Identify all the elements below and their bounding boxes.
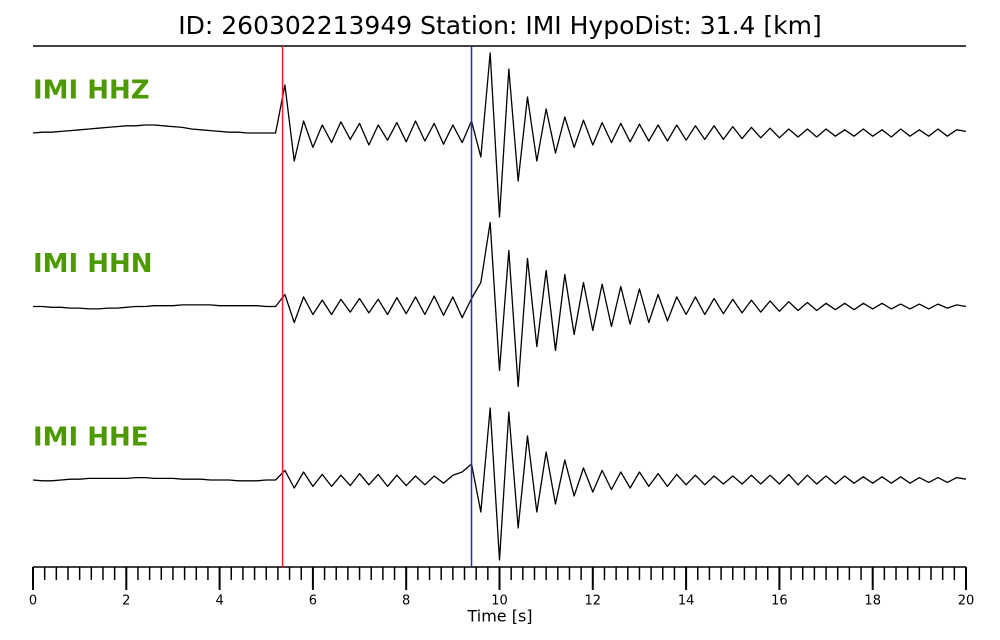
waveform	[32, 407, 967, 561]
x-tick-label: 12	[585, 594, 602, 609]
x-tick-label: 6	[309, 594, 317, 609]
x-tick-label: 10	[491, 594, 508, 609]
x-tick-label: 18	[864, 594, 881, 609]
x-axis-label: Time [s]	[466, 607, 532, 626]
x-tick-label: 4	[215, 594, 223, 609]
x-tick-label: 14	[678, 594, 695, 609]
x-tick-label: 8	[402, 594, 410, 609]
x-tick-label: 20	[958, 594, 975, 609]
x-tick-label: 16	[771, 594, 788, 609]
trace-label: IMI HHE	[33, 423, 149, 453]
trace-label: IMI HHN	[33, 249, 153, 279]
x-tick-label: 0	[29, 594, 37, 609]
x-tick-label: 2	[122, 594, 130, 609]
chart-title: ID: 260302213949 Station: IMI HypoDist: …	[178, 11, 821, 40]
waveform	[33, 221, 967, 388]
trace-label: IMI HHZ	[33, 76, 150, 106]
waveform	[32, 52, 967, 218]
